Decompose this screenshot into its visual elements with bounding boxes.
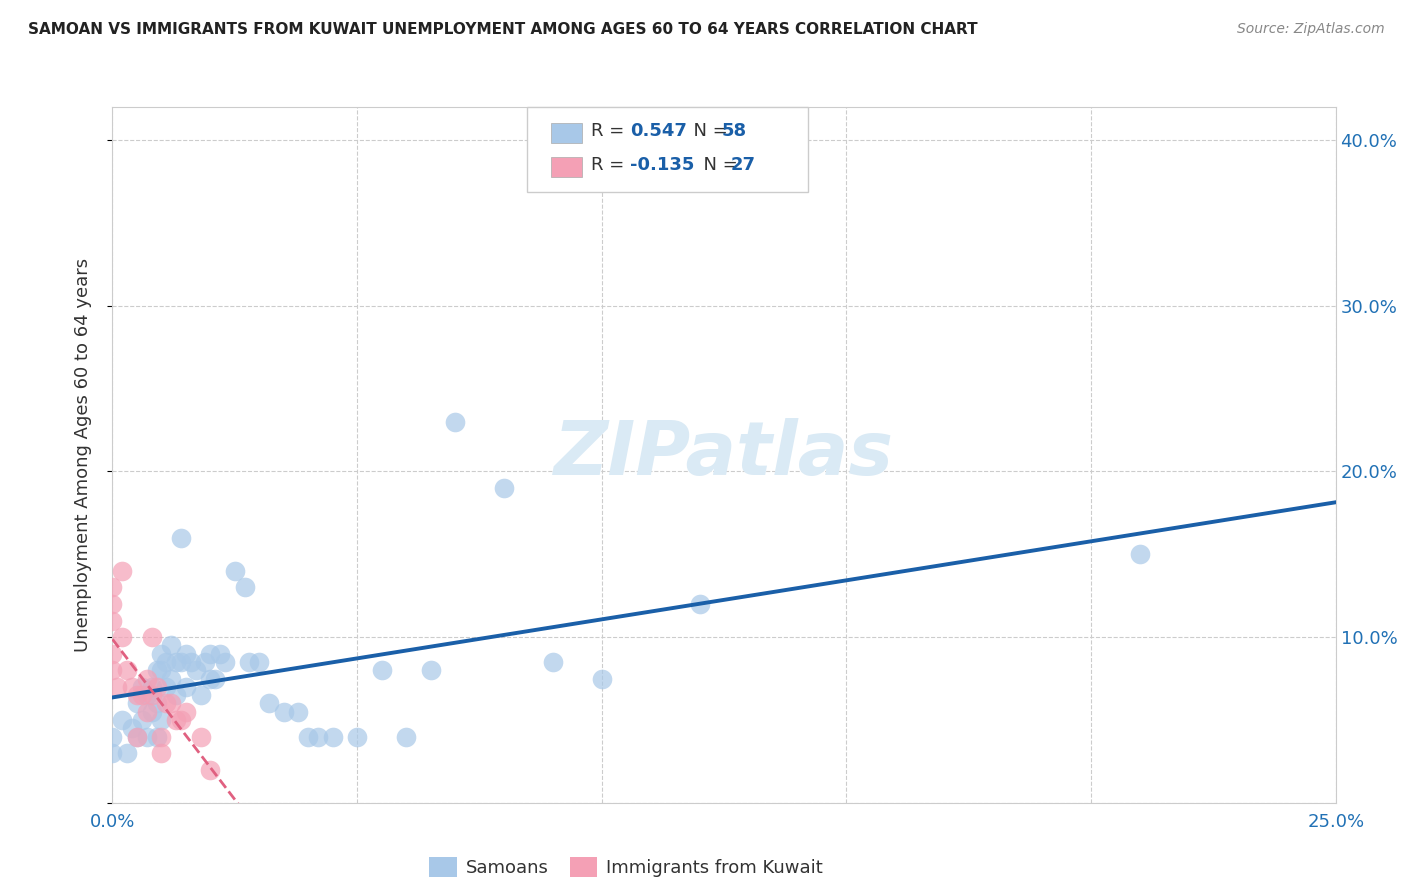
Text: N =: N = <box>682 122 734 140</box>
Point <box>135 705 157 719</box>
Point <box>155 655 177 669</box>
Point <box>141 630 163 644</box>
Text: R =: R = <box>591 122 630 140</box>
Point <box>121 680 143 694</box>
Point <box>125 688 148 702</box>
Point <box>273 705 295 719</box>
Point <box>145 663 167 677</box>
Point <box>224 564 246 578</box>
Point <box>165 655 187 669</box>
Point <box>105 680 128 694</box>
Point <box>155 680 177 694</box>
Point <box>101 746 124 760</box>
Text: N =: N = <box>692 156 744 174</box>
Point <box>101 663 124 677</box>
Point <box>541 655 564 669</box>
Point <box>209 647 232 661</box>
Point <box>150 663 173 677</box>
Point <box>174 705 197 719</box>
Point <box>101 581 124 595</box>
Point <box>395 730 418 744</box>
Point <box>150 713 173 727</box>
Point <box>150 730 173 744</box>
Point <box>591 672 613 686</box>
Point <box>125 730 148 744</box>
Point <box>180 655 202 669</box>
Point <box>1129 547 1152 561</box>
Point <box>145 730 167 744</box>
Point <box>165 688 187 702</box>
Point <box>131 688 153 702</box>
Text: -0.135: -0.135 <box>630 156 695 174</box>
Point <box>160 672 183 686</box>
Point <box>155 697 177 711</box>
Text: 58: 58 <box>721 122 747 140</box>
Point <box>125 730 148 744</box>
Point <box>135 730 157 744</box>
Point <box>150 647 173 661</box>
Point <box>287 705 309 719</box>
Point <box>297 730 319 744</box>
Point <box>444 415 467 429</box>
Point <box>322 730 344 744</box>
Text: SAMOAN VS IMMIGRANTS FROM KUWAIT UNEMPLOYMENT AMONG AGES 60 TO 64 YEARS CORRELAT: SAMOAN VS IMMIGRANTS FROM KUWAIT UNEMPLO… <box>28 22 977 37</box>
Text: Source: ZipAtlas.com: Source: ZipAtlas.com <box>1237 22 1385 37</box>
Point <box>257 697 280 711</box>
Point <box>131 680 153 694</box>
Point <box>141 705 163 719</box>
Point <box>141 680 163 694</box>
Point <box>200 763 222 777</box>
Text: 0.547: 0.547 <box>630 122 686 140</box>
Point <box>419 663 441 677</box>
Point <box>165 713 187 727</box>
Point <box>170 713 193 727</box>
Point <box>150 746 173 760</box>
Point <box>233 581 256 595</box>
Point <box>141 688 163 702</box>
Point <box>204 672 226 686</box>
Point <box>115 663 138 677</box>
Point <box>111 564 134 578</box>
Legend: Samoans, Immigrants from Kuwait: Samoans, Immigrants from Kuwait <box>422 850 830 884</box>
Point <box>190 730 212 744</box>
Point <box>170 531 193 545</box>
Point <box>190 688 212 702</box>
Point <box>145 680 167 694</box>
Point <box>174 647 197 661</box>
Text: 27: 27 <box>731 156 756 174</box>
Point <box>125 697 148 711</box>
Point <box>101 597 124 611</box>
Point <box>111 630 134 644</box>
Point <box>214 655 236 669</box>
Y-axis label: Unemployment Among Ages 60 to 64 years: Unemployment Among Ages 60 to 64 years <box>73 258 91 652</box>
Point <box>689 597 711 611</box>
Point <box>111 713 134 727</box>
Point <box>170 655 193 669</box>
Point <box>115 746 138 760</box>
Point <box>101 730 124 744</box>
Point <box>101 614 124 628</box>
Point <box>135 672 157 686</box>
Point <box>346 730 368 744</box>
Point <box>135 688 157 702</box>
Point <box>174 680 197 694</box>
Point <box>101 647 124 661</box>
Point <box>247 655 270 669</box>
Point <box>370 663 392 677</box>
Point <box>194 655 217 669</box>
Point <box>307 730 329 744</box>
Point <box>131 713 153 727</box>
Point <box>160 639 183 653</box>
Point <box>200 672 222 686</box>
Point <box>492 481 515 495</box>
Point <box>238 655 260 669</box>
Point <box>184 663 207 677</box>
Point <box>145 697 167 711</box>
Point <box>121 721 143 735</box>
Text: R =: R = <box>591 156 630 174</box>
Point <box>160 697 183 711</box>
Point <box>200 647 222 661</box>
Text: ZIPatlas: ZIPatlas <box>554 418 894 491</box>
